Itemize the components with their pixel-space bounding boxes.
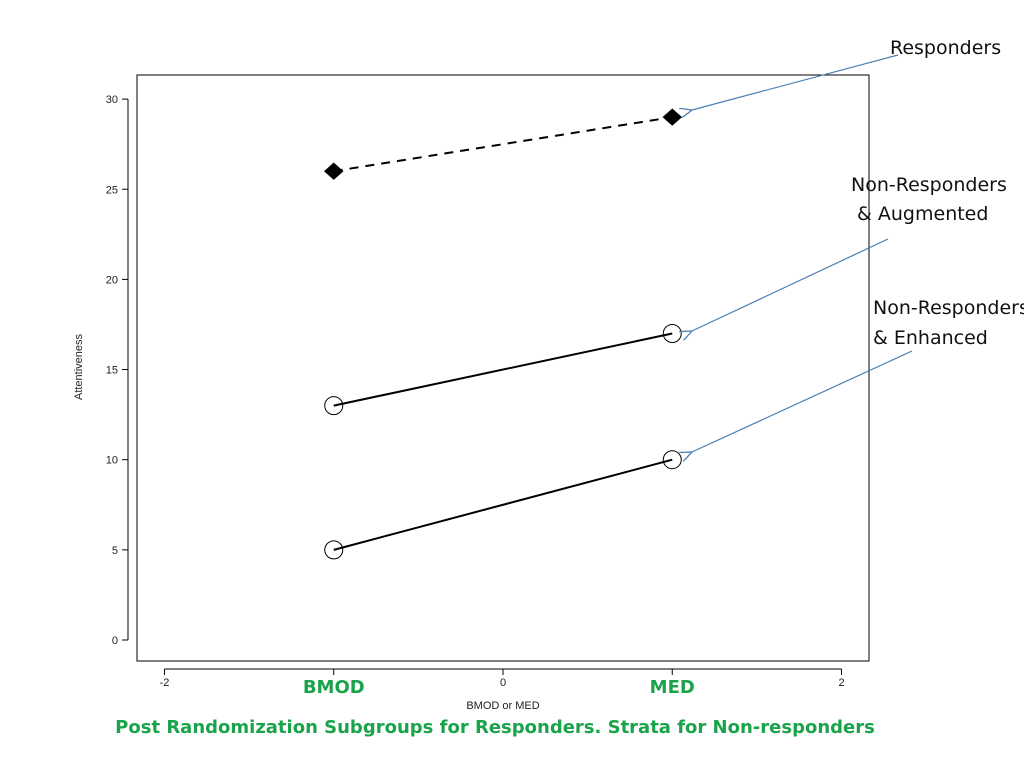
y-tick-label: 10 bbox=[106, 455, 118, 467]
y-tick-label: 20 bbox=[106, 274, 118, 286]
y-tick-label: 25 bbox=[106, 184, 118, 196]
y-tick-label: 0 bbox=[112, 635, 118, 647]
x-tick-label: -2 bbox=[160, 677, 170, 689]
data-point bbox=[323, 162, 344, 180]
y-tick-label: 30 bbox=[106, 94, 118, 106]
annotation-arrow bbox=[692, 54, 899, 110]
data-point bbox=[324, 396, 344, 416]
y-tick-label: 15 bbox=[106, 365, 118, 377]
category-label: BMOD bbox=[303, 677, 365, 698]
annotation-label: Responders bbox=[890, 37, 1001, 59]
y-tick-label: 5 bbox=[112, 545, 118, 557]
series-line-3 bbox=[333, 458, 673, 551]
annotation-arrow bbox=[692, 238, 889, 331]
series-line-2 bbox=[333, 332, 673, 407]
data-point bbox=[324, 540, 344, 560]
y-axis-label: Attentiveness bbox=[73, 333, 85, 400]
data-point bbox=[662, 108, 683, 126]
annotation-label: Non-Responders & Augmented bbox=[851, 174, 1007, 225]
annotation-label: Non-Responders & Enhanced bbox=[873, 297, 1024, 349]
annotation-arrow bbox=[692, 350, 913, 452]
category-label: MED bbox=[650, 677, 695, 698]
x-tick-label: 2 bbox=[838, 677, 844, 689]
chart-caption: Post Randomization Subgroups for Respond… bbox=[115, 717, 875, 738]
x-tick-label: 0 bbox=[500, 677, 506, 689]
series-line-1 bbox=[333, 116, 673, 173]
x-axis-label: BMOD or MED bbox=[466, 700, 539, 712]
plot-frame bbox=[136, 74, 870, 662]
